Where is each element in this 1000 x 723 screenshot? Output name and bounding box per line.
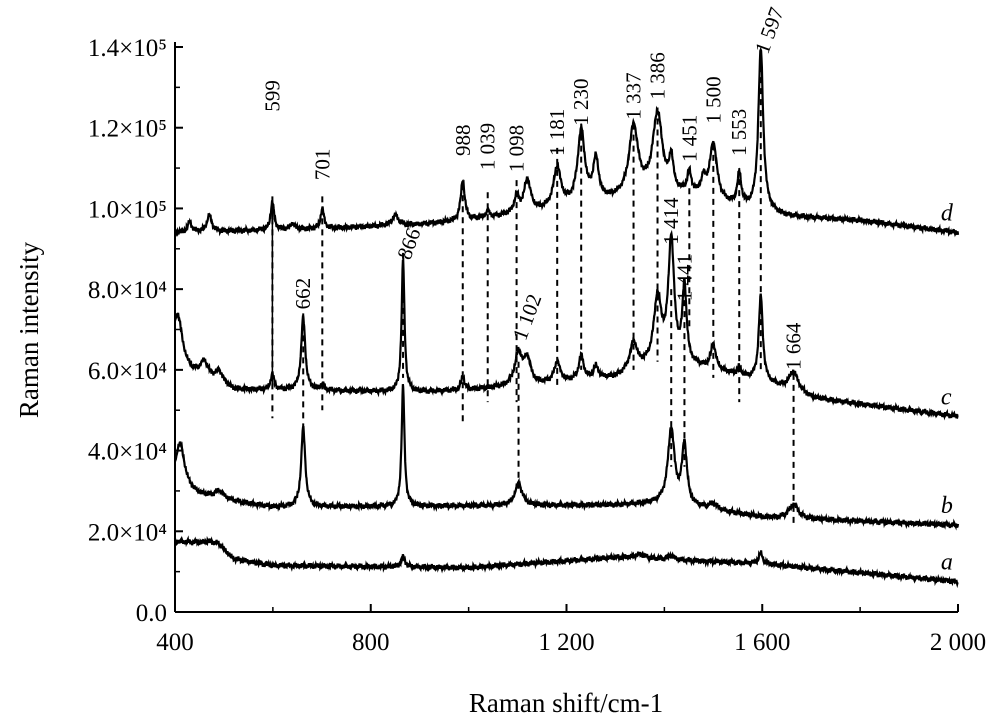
peak-label-1181: 1 181	[545, 109, 569, 156]
x-tick-label: 400	[156, 629, 194, 656]
y-tick-label: 1.4×10⁵	[88, 35, 167, 62]
y-tick-label: 1.2×10⁵	[88, 116, 167, 143]
series-c-label: c	[941, 384, 952, 410]
series-c-line	[173, 229, 959, 421]
peak-label-662: 662	[291, 278, 315, 310]
peak-label-1664: 1 664	[782, 322, 806, 370]
x-tick-label: 1 200	[538, 629, 594, 656]
series-b-label: b	[941, 493, 953, 519]
y-tick-label: 1.0×10⁵	[88, 196, 167, 223]
y-tick-label: 6.0×10⁴	[88, 358, 167, 385]
series-a-line	[173, 535, 959, 589]
y-tick-label: 4.0×10⁴	[88, 439, 167, 466]
x-axis-label: Raman shift/cm-1	[469, 688, 663, 718]
y-tick-label: 8.0×10⁴	[88, 277, 167, 304]
peak-label-1386: 1 386	[646, 52, 670, 99]
x-tick-label: 800	[352, 629, 390, 656]
peak-label-701: 701	[310, 149, 334, 181]
peak-label-988: 988	[451, 124, 475, 156]
peak-label-1597: 1 597	[750, 4, 789, 57]
series-d-line	[173, 46, 960, 238]
y-tick-label: 0.0	[136, 600, 167, 627]
x-tick-label: 2 000	[930, 629, 986, 656]
peak-label-1553: 1 553	[727, 109, 751, 156]
series-a-label: a	[941, 550, 953, 576]
peak-label-1414: 1 414	[659, 197, 683, 245]
y-axis-label: Raman intensity	[14, 241, 44, 418]
x-tick-label: 1 600	[734, 629, 790, 656]
y-tick-label: 2.0×10⁴	[88, 519, 167, 546]
peak-label-1451: 1 451	[677, 115, 701, 162]
series-d-label: d	[941, 201, 954, 227]
peak-label-1102: 1 102	[508, 291, 547, 344]
peak-label-1337: 1 337	[622, 72, 646, 119]
peak-label-1098: 1 098	[505, 125, 529, 172]
peak-label-1500: 1 500	[701, 76, 725, 123]
peak-label-866: 866	[392, 225, 425, 263]
peak-label-599: 599	[260, 80, 284, 112]
peak-label-1039: 1 039	[476, 123, 500, 170]
series-b-line	[173, 384, 960, 531]
peak-label-1441: 1 441	[672, 254, 696, 301]
peak-label-1230: 1 230	[569, 78, 593, 125]
